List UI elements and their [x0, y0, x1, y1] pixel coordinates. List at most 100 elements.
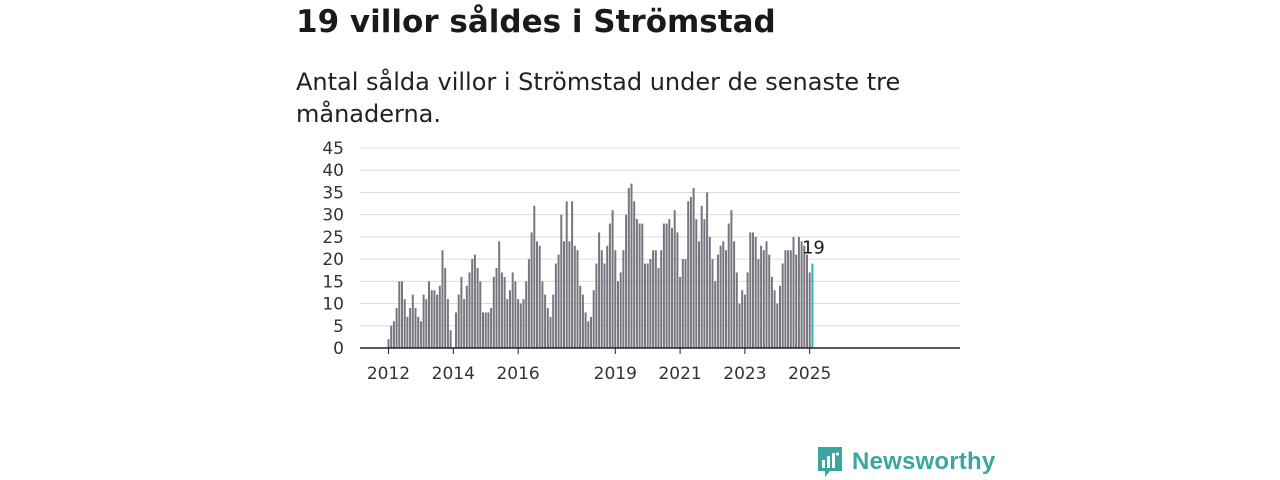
- bar: [684, 259, 687, 348]
- bar-chart-logo-icon: [818, 447, 842, 477]
- y-tick-label: 30: [322, 206, 344, 226]
- bar: [752, 232, 754, 348]
- bar: [711, 259, 714, 348]
- bar: [806, 254, 808, 348]
- bar: [468, 272, 471, 348]
- bar: [446, 299, 449, 348]
- bar: [544, 294, 547, 348]
- bar: [633, 201, 636, 348]
- bar: [679, 276, 682, 348]
- bar: [417, 316, 420, 348]
- bar: [673, 210, 676, 348]
- bar: [638, 223, 641, 348]
- bar: [392, 321, 395, 348]
- bar: [538, 245, 541, 348]
- bar: [414, 308, 417, 348]
- grid-lines: [360, 147, 960, 327]
- bar: [395, 308, 398, 348]
- bar: [573, 245, 576, 348]
- bar: [787, 250, 790, 348]
- bar: [657, 268, 660, 348]
- bar: [665, 223, 668, 348]
- bar: [498, 241, 501, 348]
- bar: [617, 281, 619, 348]
- bar: [401, 281, 403, 348]
- bar: [768, 254, 771, 348]
- y-tick-label: 20: [322, 250, 344, 270]
- x-tick-label: 2025: [788, 364, 831, 384]
- bar-series: [387, 183, 814, 348]
- bar: [808, 272, 811, 348]
- bar: [576, 250, 579, 348]
- y-tick-label: 0: [333, 339, 344, 359]
- bar: [506, 299, 509, 348]
- bar: [536, 241, 538, 348]
- bar: [725, 250, 727, 348]
- bar: [579, 285, 582, 348]
- bar: [465, 285, 468, 348]
- bar: [592, 290, 595, 348]
- x-tick-label: 2021: [658, 364, 701, 384]
- bar: [714, 281, 717, 348]
- bar: [622, 250, 625, 348]
- bar: [668, 219, 671, 348]
- bar: [476, 268, 479, 348]
- bar: [773, 290, 776, 348]
- bar: [533, 205, 536, 348]
- bar: [722, 241, 725, 348]
- y-tick-label: 10: [322, 295, 344, 315]
- bar: [554, 263, 557, 348]
- brand-name: Newsworthy: [852, 448, 996, 475]
- bar: [789, 250, 792, 348]
- bar: [762, 250, 765, 348]
- bar: [795, 254, 798, 348]
- highlight-bar: [811, 263, 814, 348]
- bar: [700, 205, 703, 348]
- bar: [770, 276, 773, 348]
- bar: [738, 303, 741, 348]
- bar: [781, 263, 784, 348]
- bar: [549, 316, 552, 348]
- bar: [779, 285, 781, 348]
- bar: [438, 285, 441, 348]
- y-tick-label: 40: [322, 161, 344, 181]
- bar: [419, 321, 422, 348]
- bar: [568, 241, 571, 348]
- bar: [495, 268, 498, 348]
- bar: [587, 321, 590, 348]
- bar: [411, 294, 414, 348]
- bar: [425, 299, 428, 348]
- bar: [649, 259, 652, 348]
- bar: [598, 232, 601, 348]
- bar: [676, 232, 679, 348]
- bar: [484, 312, 487, 348]
- bar: [590, 316, 592, 348]
- bar: [625, 214, 628, 348]
- bar: [727, 223, 730, 348]
- bar: [509, 290, 511, 348]
- bar: [571, 201, 574, 348]
- bar: [525, 281, 528, 348]
- bar: [560, 214, 563, 348]
- y-tick-label: 45: [322, 139, 344, 159]
- chart-subtitle: Antal sålda villor i Strömstad under de …: [296, 68, 901, 128]
- bar: [671, 228, 673, 348]
- bar: [557, 254, 560, 348]
- page-title: 19 villor såldes i Strömstad: [296, 4, 776, 40]
- bar: [422, 294, 425, 348]
- bar: [754, 236, 757, 348]
- y-tick-label: 35: [322, 183, 344, 203]
- y-tick-label: 15: [322, 272, 344, 292]
- y-tick-label: 25: [322, 228, 344, 248]
- bar: [765, 241, 768, 348]
- bar: [406, 316, 409, 348]
- bar: [441, 250, 444, 348]
- x-tick-label: 2016: [496, 364, 539, 384]
- bar: [687, 201, 690, 348]
- bar: [581, 294, 584, 348]
- bar: [654, 250, 657, 348]
- bar: [800, 241, 803, 348]
- bar: [482, 312, 484, 348]
- x-tick-label: 2014: [432, 364, 475, 384]
- x-axis-ticks: 2012 2014 2016 2019 2021 2023 2025: [367, 348, 831, 384]
